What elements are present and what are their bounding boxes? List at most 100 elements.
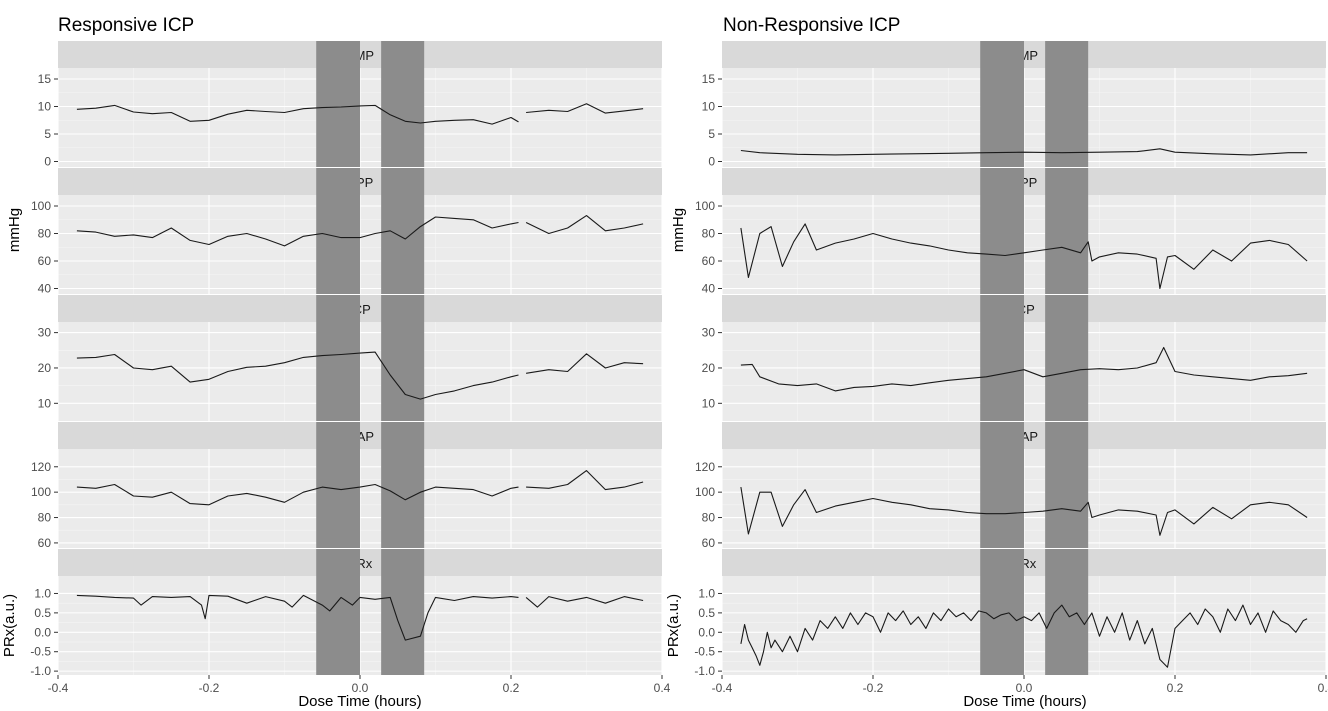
y-tick-label: 10 (702, 100, 716, 114)
y-tick-label: 60 (702, 536, 716, 550)
dose-band (316, 168, 360, 294)
x-tick-label: 0.0 (352, 681, 369, 695)
y-tick-label: 120 (31, 460, 51, 474)
y-tick-label: 0 (708, 155, 715, 169)
y-tick-label: 1.0 (698, 586, 715, 600)
x-tick-label: 0.0 (1016, 681, 1033, 695)
y-tick-label: 20 (38, 361, 52, 375)
x-axis-title-nonresponsive: Dose Time (hours) (963, 693, 1086, 710)
dose-band (980, 549, 1024, 675)
y-tick-label: 0.0 (698, 625, 715, 639)
facets-nonresponsive: AMP051015CPP406080100ICP102030MAP6080100… (665, 41, 1328, 695)
x-tick-label: -0.4 (712, 681, 733, 695)
y-tick-label: 60 (702, 254, 716, 268)
x-tick-label: -0.2 (199, 681, 220, 695)
dose-band (381, 295, 425, 421)
dose-band (1045, 422, 1089, 548)
dose-band (1045, 41, 1089, 167)
y-tick-label: 100 (695, 485, 715, 499)
facet-map: MAP6080100120 (31, 422, 663, 550)
y-tick-label: 10 (702, 396, 716, 410)
dose-band (1045, 295, 1089, 421)
dose-band (316, 549, 360, 675)
y-tick-label: 10 (38, 396, 52, 410)
facet-cpp: CPP406080100 (695, 168, 1327, 296)
y-tick-label: 5 (708, 127, 715, 141)
series-line-map (740, 487, 1308, 536)
y-tick-label: 20 (702, 361, 716, 375)
dose-band (316, 41, 360, 167)
y-axis-title-nonresponsive: mmHg (670, 208, 687, 252)
chart-responsive: Responsive ICP AMP051015CPP406080100ICP1… (1, 15, 671, 710)
dose-band (1045, 168, 1089, 294)
y-tick-label: 30 (38, 326, 52, 340)
y-tick-label: 60 (38, 254, 52, 268)
y-tick-label: 15 (38, 72, 52, 86)
x-axis-title-responsive: Dose Time (hours) (298, 693, 421, 710)
x-tick-label: 0.4 (654, 681, 671, 695)
y-tick-label: 0.5 (698, 606, 715, 620)
dose-band (980, 422, 1024, 548)
dose-band (381, 422, 425, 548)
chart-title-nonresponsive: Non-Responsive ICP (723, 15, 900, 36)
facet-y-axis-title: PRx(a.u.) (665, 594, 682, 657)
facet-map: MAP6080100120 (695, 422, 1327, 550)
facet-icp: ICP102030 (702, 295, 1327, 421)
y-tick-label: 100 (31, 485, 51, 499)
y-tick-label: 30 (702, 326, 716, 340)
series-line-icp (76, 351, 644, 400)
facets-responsive: AMP051015CPP406080100ICP102030MAP6080100… (1, 41, 671, 695)
y-tick-label: -0.5 (694, 645, 715, 659)
dose-band (381, 549, 425, 675)
x-tick-label: 0.4 (1318, 681, 1328, 695)
x-tick-label: 0.2 (1167, 681, 1184, 695)
facet-amp: AMP051015 (702, 41, 1327, 169)
dose-band (980, 41, 1024, 167)
series-line-cpp (740, 223, 1308, 290)
y-tick-label: 0 (44, 155, 51, 169)
series-line-prx (76, 594, 644, 641)
series-line-map (76, 470, 644, 506)
y-tick-label: 120 (695, 460, 715, 474)
facet-y-axis-title: PRx(a.u.) (1, 594, 18, 657)
y-tick-label: 5 (44, 127, 51, 141)
y-tick-label: 0.0 (34, 625, 51, 639)
y-tick-label: 80 (38, 511, 52, 525)
series-line-cpp (76, 215, 644, 247)
x-tick-label: -0.4 (48, 681, 69, 695)
dose-band (316, 295, 360, 421)
y-tick-label: 40 (702, 282, 716, 296)
dose-band (381, 41, 425, 167)
facet-amp: AMP051015 (38, 41, 663, 169)
y-tick-label: 0.5 (34, 606, 51, 620)
series-line-icp (740, 346, 1308, 392)
y-tick-label: -1.0 (30, 664, 51, 678)
facet-icp: ICP102030 (38, 295, 663, 421)
series-line-prx (740, 604, 1308, 668)
facet-cpp: CPP406080100 (31, 168, 663, 296)
series-line-amp (76, 103, 644, 125)
y-tick-label: 60 (38, 536, 52, 550)
x-tick-label: -0.2 (863, 681, 884, 695)
dose-band (980, 295, 1024, 421)
y-tick-label: 1.0 (34, 586, 51, 600)
chart-title-responsive: Responsive ICP (58, 15, 194, 36)
y-tick-label: 40 (38, 282, 52, 296)
x-axis: -0.4 -0.2 0.0 0.2 0.4 (712, 675, 1328, 695)
y-tick-label: 100 (31, 199, 51, 213)
y-tick-label: 80 (38, 227, 52, 241)
y-tick-label: -0.5 (30, 645, 51, 659)
y-tick-label: -1.0 (694, 664, 715, 678)
y-tick-label: 15 (702, 72, 716, 86)
y-tick-label: 100 (695, 199, 715, 213)
y-tick-label: 80 (702, 227, 716, 241)
dose-band (980, 168, 1024, 294)
y-tick-label: 80 (702, 511, 716, 525)
x-tick-label: 0.2 (503, 681, 520, 695)
y-tick-label: 10 (38, 100, 52, 114)
chart-nonresponsive: Non-Responsive ICP AMP051015CPP406080100… (665, 15, 1328, 710)
y-axis-title-responsive: mmHg (6, 208, 23, 252)
